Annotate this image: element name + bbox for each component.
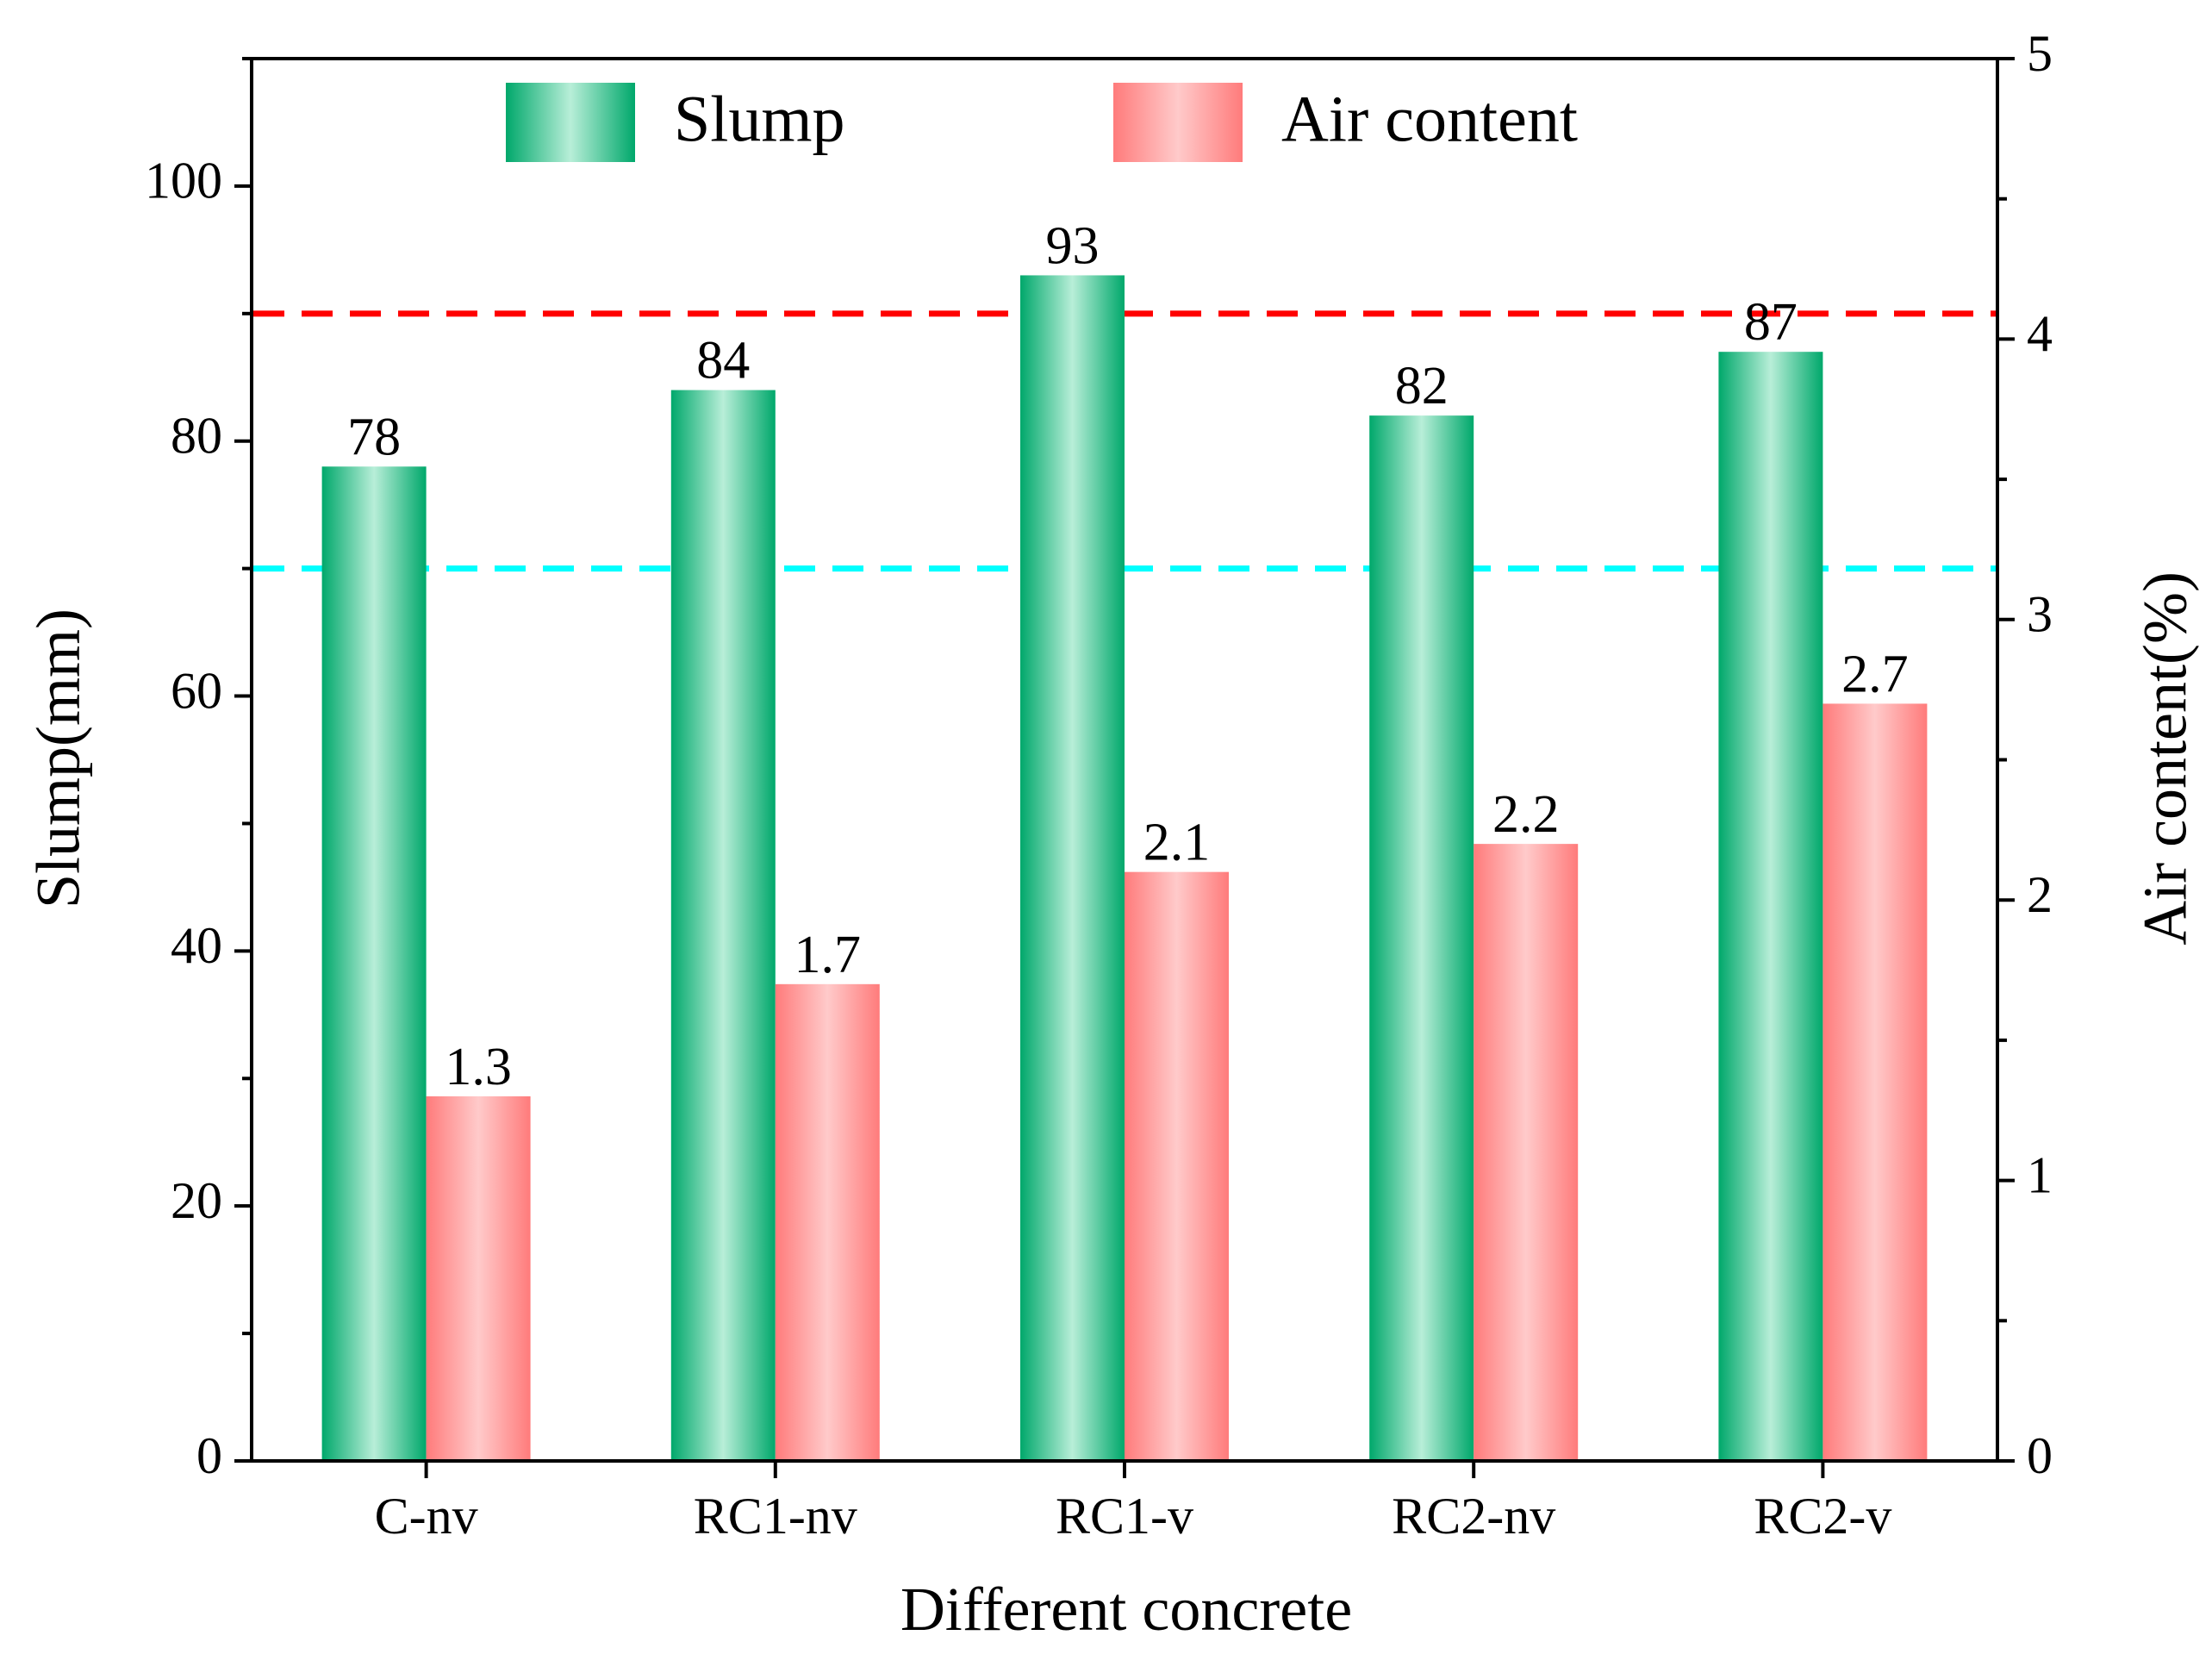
legend-swatch-air-content (1113, 83, 1243, 162)
y-tick-label-0: 0 (196, 1427, 222, 1484)
data-label-slump-RC1-v: 93 (1046, 216, 1100, 275)
data-label-slump-RC2-nv: 82 (1395, 357, 1449, 415)
y-tick-label-20: 20 (171, 1172, 222, 1229)
bar-slump-RC2-v (1718, 352, 1823, 1461)
y-tick-label-60: 60 (171, 662, 222, 719)
x-axis-title: Different concrete (900, 1575, 1352, 1644)
bar-air-content-RC1-nv (776, 984, 880, 1461)
data-label-air-content-RC2-nv: 2.2 (1492, 785, 1560, 844)
x-tick-label-RC1-nv: RC1-nv (694, 1488, 857, 1545)
x-tick-label-RC2-v: RC2-v (1754, 1488, 1891, 1545)
y-tick-label-80: 80 (171, 407, 222, 464)
y2-tick-label-5: 5 (2027, 25, 2053, 82)
bar-air-content-C-nv (427, 1096, 531, 1461)
y2-tick-label-4: 4 (2027, 305, 2053, 362)
data-label-slump-RC1-nv: 84 (696, 332, 750, 390)
legend: Slump Air content (506, 83, 1578, 162)
y-tick-label-40: 40 (171, 917, 222, 974)
bars-group (322, 275, 1928, 1461)
data-label-air-content-RC1-nv: 1.7 (794, 926, 862, 984)
bar-slump-RC2-nv (1369, 415, 1474, 1461)
bar-chart: 78 84 93 82 87 1.3 1.7 2.1 2.2 2.7 0 20 40 60 80 100 0 1… (0, 0, 2212, 1654)
legend-label-air-content: Air content (1281, 83, 1578, 155)
bar-air-content-RC2-v (1823, 703, 1927, 1461)
bar-slump-RC1-nv (671, 390, 776, 1461)
bar-air-content-RC2-nv (1474, 844, 1578, 1461)
data-label-slump-C-nv: 78 (347, 408, 401, 466)
bar-slump-C-nv (322, 466, 427, 1461)
data-label-slump-RC2-v: 87 (1744, 293, 1798, 352)
bar-slump-RC1-v (1020, 275, 1125, 1461)
legend-swatch-slump (506, 83, 635, 162)
y-axis-title: Slump(mm) (24, 609, 93, 908)
y2-axis-title: Air content(%) (2131, 571, 2200, 946)
data-label-air-content-RC1-v: 2.1 (1143, 814, 1211, 872)
y-tick-label-100: 100 (145, 153, 222, 209)
y2-tick-label-0: 0 (2027, 1427, 2053, 1484)
y2-tick-label-3: 3 (2027, 586, 2053, 643)
bar-air-content-RC1-v (1125, 872, 1229, 1461)
y2-tick-label-1: 1 (2027, 1146, 2053, 1203)
data-label-air-content-C-nv: 1.3 (445, 1038, 512, 1096)
x-tick-label-C-nv: C-nv (375, 1488, 478, 1545)
data-label-air-content-RC2-v: 2.7 (1841, 645, 1909, 703)
x-tick-label-RC2-nv: RC2-nv (1392, 1488, 1555, 1545)
y2-tick-label-2: 2 (2027, 866, 2053, 923)
legend-label-slump: Slump (674, 83, 845, 155)
x-tick-label-RC1-v: RC1-v (1056, 1488, 1193, 1545)
